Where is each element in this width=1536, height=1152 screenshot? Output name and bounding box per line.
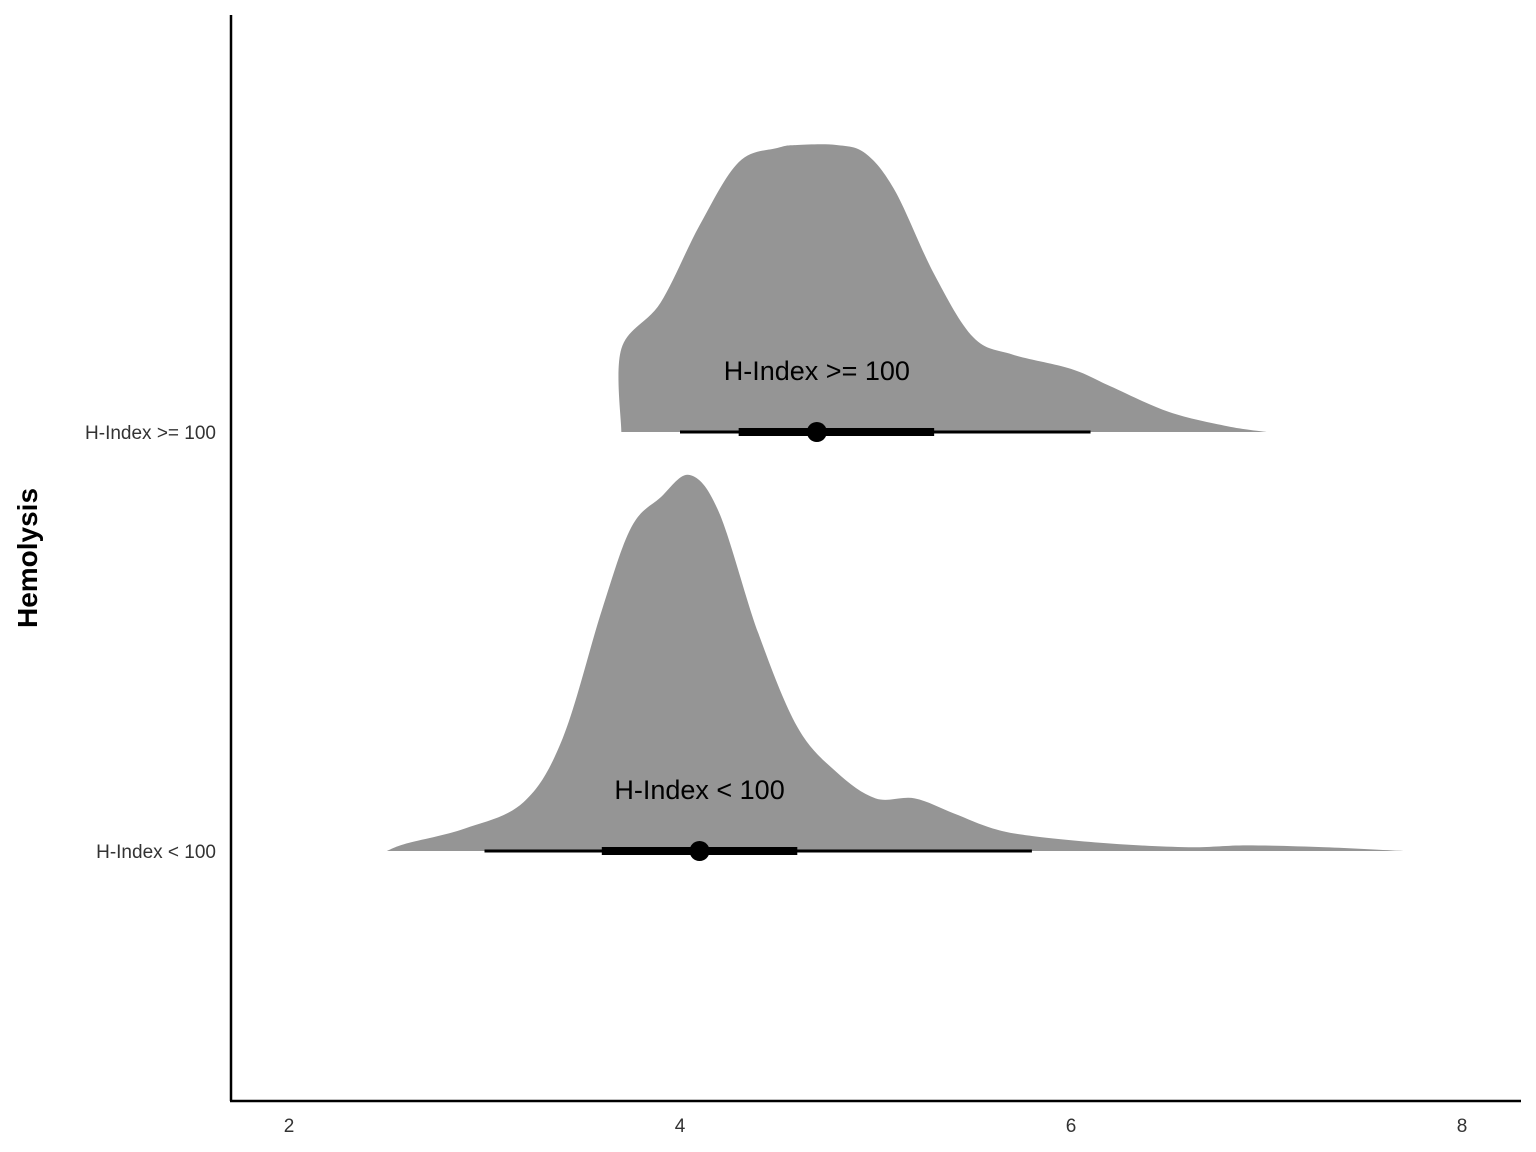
group-label-2: H-Index < 100 — [614, 775, 784, 805]
x-tick-label: 2 — [284, 1116, 295, 1137]
interval-layer — [484, 422, 1091, 861]
y-axis-title: Hemolysis — [12, 488, 43, 628]
x-tick-label: 4 — [675, 1116, 686, 1137]
group-label-1: H-Index >= 100 — [724, 356, 910, 386]
x-tick-label: 6 — [1066, 1116, 1077, 1137]
y-tick-layer: H-Index >= 100 H-Index < 100 — [85, 423, 216, 863]
median-point-1 — [806, 422, 827, 442]
x-tick-layer: 2 4 6 8 — [284, 1116, 1468, 1137]
density-area-2 — [386, 474, 1404, 851]
group-label-layer: H-Index >= 100 H-Index < 100 — [614, 356, 910, 805]
median-point-2 — [689, 841, 710, 861]
density-area-1 — [618, 144, 1267, 432]
y-tick-label: H-Index < 100 — [96, 842, 216, 863]
x-tick-label: 8 — [1457, 1116, 1468, 1137]
density-layer — [386, 144, 1404, 851]
y-tick-label: H-Index >= 100 — [85, 423, 216, 444]
